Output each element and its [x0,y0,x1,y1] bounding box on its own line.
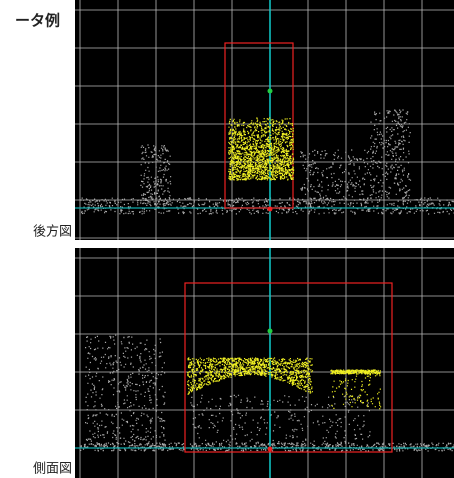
origin-dot [267,206,273,212]
view-label: 後方図 [33,224,72,240]
side-view [75,248,454,478]
viewport [75,248,454,478]
point-cloud [187,357,382,410]
point-cloud [228,117,295,181]
center-dot [267,88,273,94]
view-label: 側面図 [33,462,72,477]
origin-dot [267,446,273,452]
title: ータ例 [15,12,60,30]
center-dot [267,328,273,334]
viewport [75,0,454,240]
rear-view [75,0,454,240]
bounding-box [184,282,393,453]
